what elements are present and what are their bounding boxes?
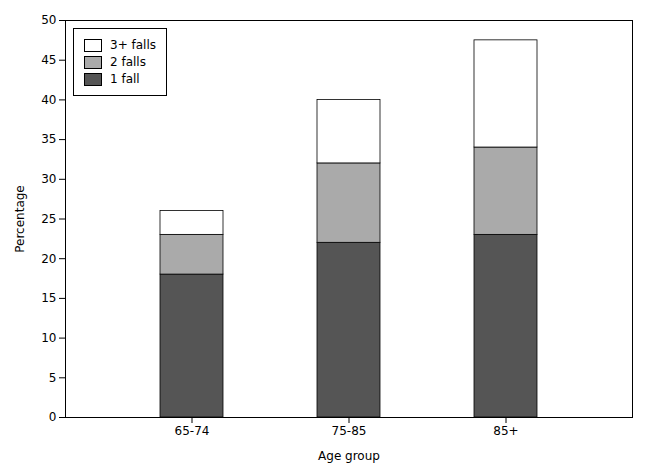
svg-text:Percentage: Percentage: [13, 185, 27, 253]
svg-text:0: 0: [49, 410, 57, 424]
svg-text:30: 30: [41, 172, 56, 186]
html-text:1 fall: 1 fall: [110, 72, 140, 86]
svg-text:85+: 85+: [493, 424, 518, 438]
svg-text:75-85: 75-85: [332, 424, 367, 438]
svg-text:65-74: 65-74: [175, 424, 210, 438]
svg-text:50: 50: [41, 13, 56, 27]
svg-text:35: 35: [41, 132, 56, 146]
svg-text:5: 5: [49, 371, 57, 385]
html-text:3+ falls: 3+ falls: [110, 38, 156, 52]
svg-text:10: 10: [41, 331, 56, 345]
svg-text:15: 15: [41, 291, 56, 305]
svg-text:20: 20: [41, 252, 56, 266]
svg-text:45: 45: [41, 53, 56, 67]
svg-text:40: 40: [41, 93, 56, 107]
svg-text:25: 25: [41, 212, 56, 226]
html-text:2 falls: 2 falls: [110, 55, 146, 69]
svg-text:Age group: Age group: [318, 449, 380, 463]
